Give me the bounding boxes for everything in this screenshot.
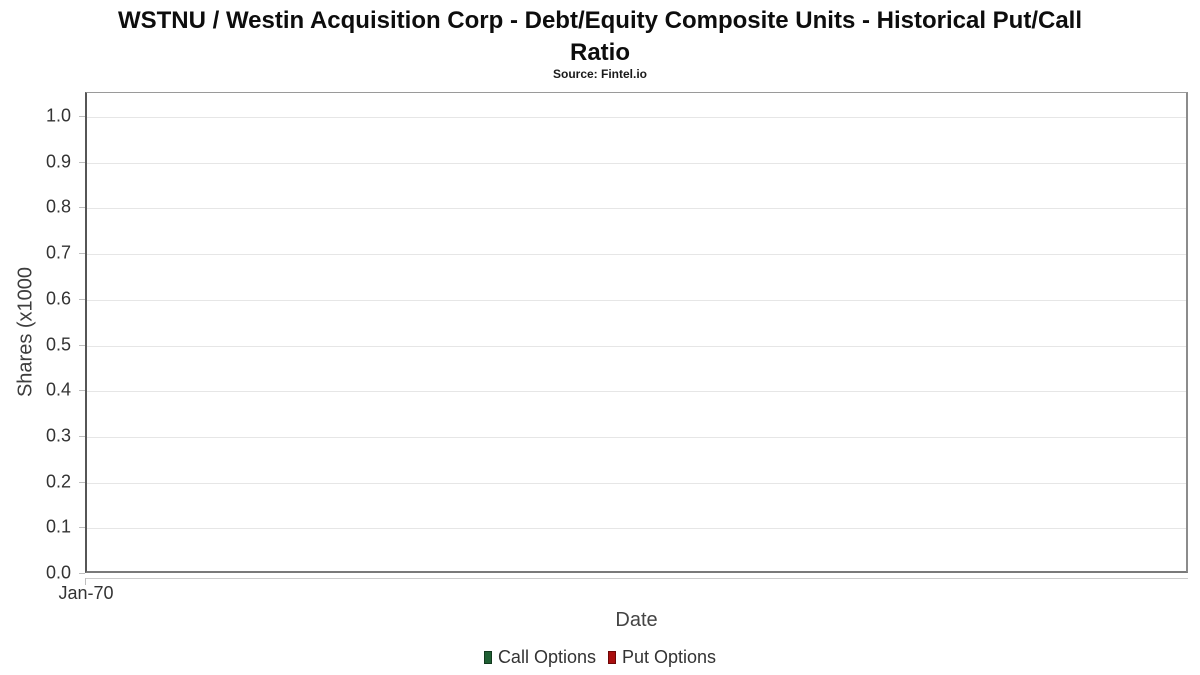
y-axis-ticks: 0.0 0.1 0.2 0.3 0.4 0.5 0.6 0.7 0.8 0.9 1.0 (0, 92, 85, 583)
y-tick-mark-0.9 (79, 162, 85, 163)
y-tick-mark-0.4 (79, 390, 85, 391)
legend-item-call-options[interactable]: Call Options (483, 647, 596, 668)
y-tick-label-0.4: 0.4 (45, 379, 71, 400)
legend-label: Call Options (497, 647, 596, 667)
y-tick-mark-0.5 (79, 345, 85, 346)
legend-marker-icon (483, 651, 492, 664)
gridline-0.6 (87, 300, 1186, 301)
legend-item-put-options[interactable]: Put Options (607, 647, 717, 668)
y-tick-mark-0.6 (79, 299, 85, 300)
y-tick-mark-0.3 (79, 436, 85, 437)
y-tick-mark-0.7 (79, 253, 85, 254)
x-axis-title: Date (615, 609, 658, 631)
x-axis-tick-mark (85, 578, 86, 585)
plot-area (85, 92, 1188, 573)
gridline-0.9 (87, 163, 1186, 164)
gridline-0.4 (87, 391, 1186, 392)
x-axis-line (85, 578, 1188, 579)
chart-title-line2: Ratio (570, 39, 630, 66)
y-tick-label-1.0: 1.0 (45, 105, 71, 126)
gridline-0.1 (87, 528, 1186, 529)
y-tick-label-0.1: 0.1 (45, 516, 71, 537)
chart-source-subtitle: Source: Fintel.io (552, 67, 647, 81)
y-tick-label-0.2: 0.2 (45, 471, 71, 492)
gridline-1.0 (87, 117, 1186, 118)
gridline-0.3 (87, 437, 1186, 438)
gridline-0.5 (87, 346, 1186, 347)
y-tick-mark-0.0 (79, 573, 85, 574)
gridline-0.2 (87, 483, 1186, 484)
y-tick-label-0.7: 0.7 (45, 242, 71, 263)
y-tick-label-0.3: 0.3 (45, 425, 71, 446)
chart-title-line1: WSTNU / Westin Acquisition Corp - Debt/E… (117, 7, 1083, 34)
gridline-0.8 (87, 208, 1186, 209)
y-tick-mark-0.8 (79, 207, 85, 208)
y-tick-mark-1.0 (79, 116, 85, 117)
y-tick-label-0.6: 0.6 (45, 288, 71, 309)
legend-label: Put Options (621, 647, 717, 667)
y-tick-label-0.0: 0.0 (45, 562, 71, 583)
gridline-0.7 (87, 254, 1186, 255)
chart-legend: Call Options Put Options (0, 647, 1200, 668)
y-tick-label-0.5: 0.5 (45, 334, 71, 355)
y-tick-label-0.9: 0.9 (45, 151, 71, 172)
x-tick-label: Jan-70 (58, 583, 114, 603)
y-tick-mark-0.1 (79, 527, 85, 528)
y-tick-label-0.8: 0.8 (45, 196, 71, 217)
legend-marker-icon (607, 651, 616, 664)
y-tick-mark-0.2 (79, 482, 85, 483)
